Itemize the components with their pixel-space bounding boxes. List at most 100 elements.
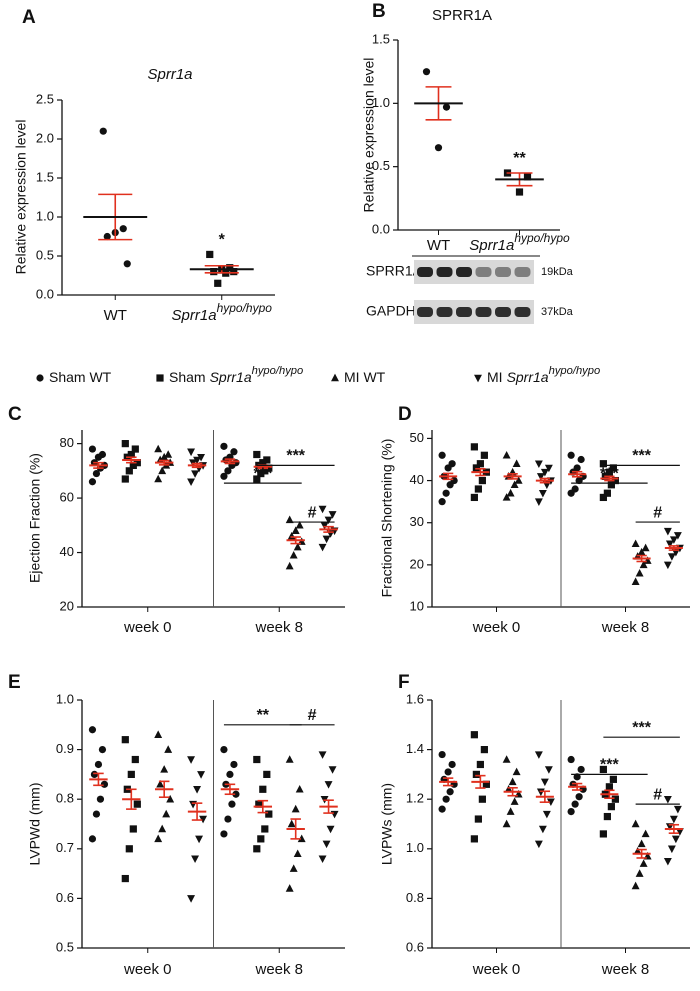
data-point xyxy=(671,835,680,844)
data-point xyxy=(220,746,228,754)
significance-label: ** xyxy=(257,707,270,724)
data-point xyxy=(665,540,674,549)
data-point xyxy=(220,442,228,450)
data-point xyxy=(603,489,611,497)
data-point xyxy=(285,755,294,763)
data-point xyxy=(131,445,139,453)
data-point xyxy=(295,520,304,529)
data-point xyxy=(253,755,261,764)
data-point xyxy=(472,770,480,778)
label-text: WT xyxy=(427,237,450,254)
data-point xyxy=(293,849,302,857)
blot-band xyxy=(456,267,472,277)
data-point xyxy=(446,481,454,489)
data-point xyxy=(228,800,236,808)
data-point xyxy=(536,473,545,481)
y-tick-label: 40 xyxy=(410,472,424,487)
data-point xyxy=(567,755,575,764)
data-point xyxy=(575,793,583,801)
blot-band xyxy=(456,307,472,317)
label-text: Sham xyxy=(169,369,206,385)
data-point xyxy=(611,795,619,803)
y-tick-label: 1.0 xyxy=(56,691,74,706)
data-point xyxy=(669,815,678,824)
blot-band xyxy=(436,267,453,277)
data-point xyxy=(577,765,585,774)
data-point xyxy=(193,786,202,794)
data-point xyxy=(422,68,431,76)
data-point xyxy=(166,794,175,803)
data-point xyxy=(220,830,228,838)
blot-band xyxy=(495,307,511,317)
data-point xyxy=(199,815,208,824)
data-point xyxy=(98,746,107,754)
legend-marker xyxy=(156,374,164,382)
data-point xyxy=(639,560,648,569)
blot-band xyxy=(436,307,453,317)
data-point xyxy=(121,475,129,483)
data-point xyxy=(609,464,617,472)
y-tick-label: 1.2 xyxy=(406,791,424,806)
chart-title: Sprr1a xyxy=(147,66,192,83)
data-point xyxy=(121,440,129,448)
data-point xyxy=(206,250,214,259)
data-point xyxy=(197,453,206,462)
data-point xyxy=(127,450,135,459)
blot-band xyxy=(475,267,492,277)
data-point xyxy=(675,828,684,836)
data-point xyxy=(575,476,583,485)
x-tick-label: week 8 xyxy=(601,961,650,978)
x-tick-label: week 0 xyxy=(472,619,521,636)
data-point xyxy=(512,767,521,776)
data-point xyxy=(470,835,478,843)
data-point xyxy=(133,459,141,467)
y-tick-label: 2.5 xyxy=(36,91,54,106)
y-tick-label: 60 xyxy=(60,490,74,505)
data-point xyxy=(442,489,450,497)
data-point xyxy=(476,460,484,468)
data-point xyxy=(673,532,682,540)
blot-label: GAPDH xyxy=(366,303,416,319)
data-point xyxy=(103,232,111,241)
data-point xyxy=(605,783,613,791)
data-point xyxy=(599,830,607,838)
y-axis-label: Relative expression level xyxy=(361,58,377,213)
data-point xyxy=(285,561,294,570)
data-point xyxy=(88,478,97,486)
significance-label: *** xyxy=(632,448,651,465)
data-point xyxy=(482,780,490,788)
panel-letter: F xyxy=(398,672,410,693)
data-point xyxy=(220,472,228,480)
blot-size: 37kDa xyxy=(541,306,574,318)
data-point xyxy=(119,225,127,233)
blot-band xyxy=(417,267,433,277)
data-point xyxy=(224,815,232,823)
significance-label: *** xyxy=(600,757,619,774)
y-tick-label: 0.9 xyxy=(56,741,74,756)
data-point xyxy=(88,726,97,734)
data-point xyxy=(253,450,261,459)
data-point xyxy=(330,810,339,819)
y-axis-label: LVPWd (mm) xyxy=(27,783,43,866)
data-point xyxy=(442,795,450,803)
data-point xyxy=(121,736,129,744)
data-point xyxy=(506,807,515,815)
data-point xyxy=(446,788,454,796)
data-point xyxy=(127,770,135,778)
data-point xyxy=(442,103,451,111)
blot-band xyxy=(417,307,433,317)
data-point xyxy=(667,845,676,854)
data-point xyxy=(263,770,271,778)
data-point xyxy=(96,795,105,803)
data-point xyxy=(470,493,478,502)
significance-label: # xyxy=(308,504,317,521)
data-point xyxy=(534,460,543,469)
y-tick-label: 50 xyxy=(410,430,424,445)
blot-strip xyxy=(414,300,534,324)
data-point xyxy=(285,884,294,892)
y-tick-label: 2.0 xyxy=(36,130,54,145)
legend-label: Sham WT xyxy=(49,369,112,385)
y-tick-label: 0.8 xyxy=(56,791,74,806)
data-point xyxy=(222,456,230,464)
